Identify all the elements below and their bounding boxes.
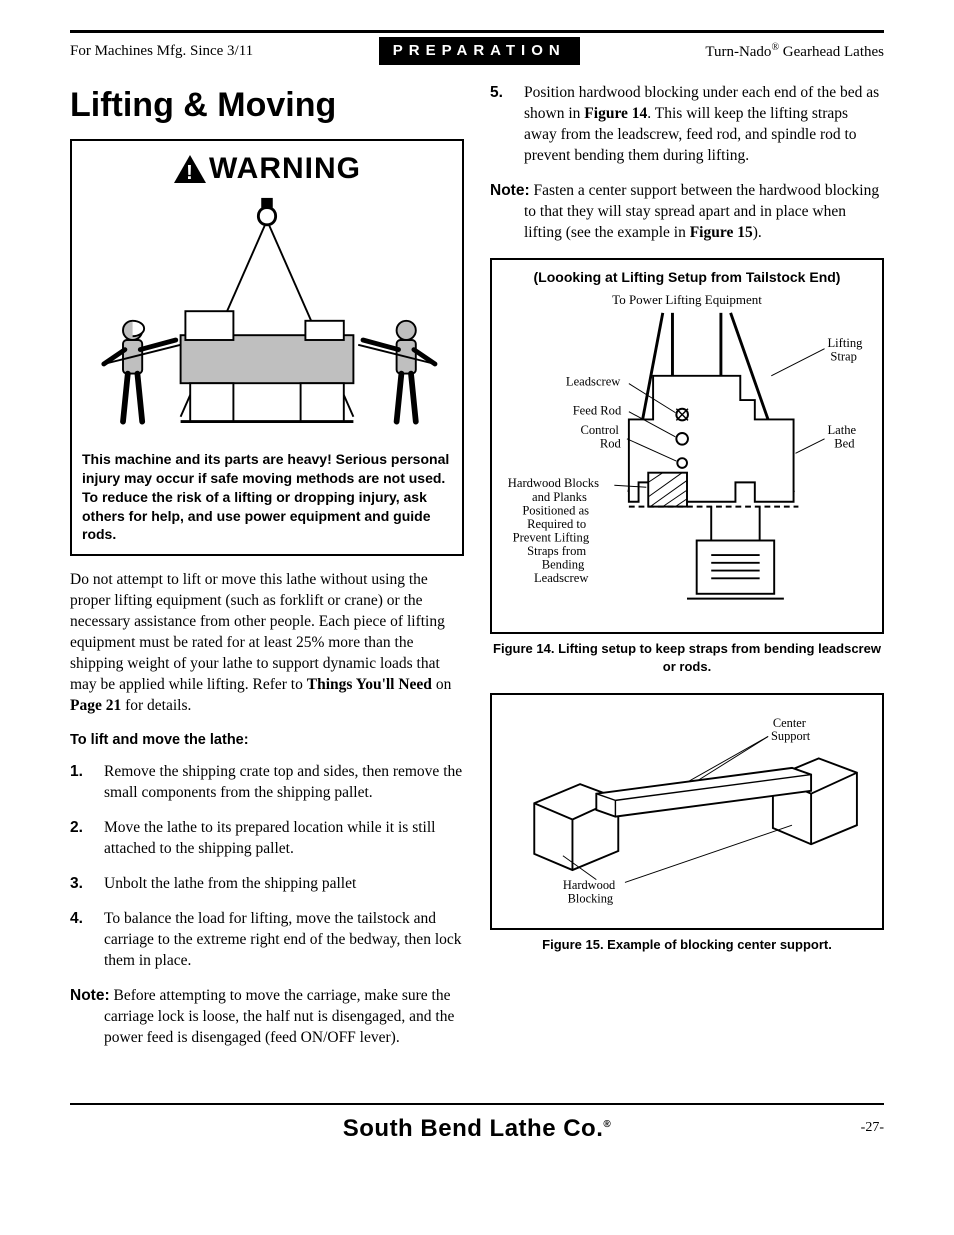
label-hardwood-blocks: Hardwood Blocks and Planks Positioned as… — [508, 476, 602, 585]
step-number: 2. — [70, 818, 104, 860]
step-number: 4. — [70, 909, 104, 972]
intro-text-c: on — [432, 676, 451, 693]
step-text: Remove the shipping crate top and sides,… — [104, 762, 464, 804]
figure-14-diagram: LiftingStrap LatheBed Leadscrew Feed Rod… — [500, 308, 874, 618]
warning-triangle-icon: ! — [173, 154, 207, 184]
label-lifting-strap: LiftingStrap — [827, 336, 863, 364]
step-2: 2.Move the lathe to its prepared locatio… — [70, 818, 464, 860]
figure-14-box: (Loooking at Lifting Setup from Tailstoc… — [490, 258, 884, 635]
figure-14-subtitle: To Power Lifting Equipment — [500, 291, 874, 309]
warning-word: WARNING — [209, 149, 361, 190]
intro-ref-things: Things You'll Need — [307, 676, 432, 693]
intro-paragraph: Do not attempt to lift or move this lath… — [70, 570, 464, 716]
step-5: 5. Position hardwood blocking under each… — [490, 83, 884, 167]
note-label: Note: — [490, 182, 530, 199]
steps-list: 1.Remove the shipping crate top and side… — [70, 762, 464, 971]
brand-name: South Bend Lathe Co. — [343, 1115, 604, 1142]
header-section-badge: PREPARATION — [379, 37, 580, 65]
step-text: To balance the load for lifting, move th… — [104, 909, 464, 972]
label-control-rod: ControlRod — [580, 423, 621, 451]
step-1: 1.Remove the shipping crate top and side… — [70, 762, 464, 804]
intro-ref-page: Page 21 — [70, 697, 121, 714]
figure-14-title: (Loooking at Lifting Setup from Tailstoc… — [500, 268, 874, 287]
page-footer: South Bend Lathe Co.® -27- — [70, 1103, 884, 1145]
page-title: Lifting & Moving — [70, 83, 464, 129]
figure-14-caption: Figure 14. Lifting setup to keep straps … — [490, 640, 884, 675]
steps-list-cont: 5. Position hardwood blocking under each… — [490, 83, 884, 167]
product-suffix: Gearhead Lathes — [779, 44, 884, 60]
footer-brand: South Bend Lathe Co.® — [343, 1113, 612, 1145]
left-column: Lifting & Moving ! WARNING — [70, 83, 464, 1062]
step-4: 4.To balance the load for lifting, move … — [70, 909, 464, 972]
two-column-layout: Lifting & Moving ! WARNING — [70, 83, 884, 1062]
step-text: Move the lathe to its prepared location … — [104, 818, 464, 860]
label-hardwood-blocking: HardwoodBlocking — [563, 879, 616, 906]
registered-mark: ® — [771, 42, 779, 53]
step-number: 1. — [70, 762, 104, 804]
right-column: 5. Position hardwood blocking under each… — [490, 83, 884, 1062]
svg-text:!: ! — [186, 162, 194, 184]
intro-text-a: Do not attempt to lift or move this lath… — [70, 571, 445, 693]
figure-15-caption: Figure 15. Example of blocking center su… — [490, 936, 884, 954]
intro-text-e: for details. — [121, 697, 191, 714]
product-name: Turn-Nado — [705, 44, 771, 60]
warning-heading: ! WARNING — [82, 149, 452, 190]
label-lathe-bed: LatheBed — [827, 423, 856, 451]
header-right: Turn-Nado® Gearhead Lathes — [705, 41, 884, 62]
note-text: Before attempting to move the carriage, … — [104, 987, 454, 1046]
label-leadscrew: Leadscrew — [566, 375, 621, 389]
step-number: 5. — [490, 83, 524, 167]
step5-figref: Figure 14 — [584, 105, 647, 122]
warning-illustration — [82, 196, 452, 436]
procedure-heading: To lift and move the lathe: — [70, 731, 464, 751]
label-center-support: CenterSupport — [771, 716, 811, 743]
note-label: Note: — [70, 987, 110, 1004]
note2-text-c: ). — [753, 224, 762, 241]
step-number: 3. — [70, 874, 104, 895]
page-number: -27- — [861, 1119, 884, 1138]
note-2: Note: Fasten a center support between th… — [490, 181, 884, 244]
header-bar: For Machines Mfg. Since 3/11 PREPARATION… — [70, 30, 884, 65]
figure-15-box: CenterSupport HardwoodBlocking — [490, 693, 884, 929]
figure-15-diagram: CenterSupport HardwoodBlocking — [500, 703, 874, 913]
brand-reg-mark: ® — [603, 1119, 611, 1130]
label-feed-rod: Feed Rod — [573, 404, 622, 418]
warning-text: This machine and its parts are heavy! Se… — [82, 450, 452, 544]
note2-figref: Figure 15 — [690, 224, 753, 241]
step-text: Unbolt the lathe from the shipping palle… — [104, 874, 464, 895]
warning-box: ! WARNING — [70, 139, 464, 556]
note-1: Note: Before attempting to move the carr… — [70, 986, 464, 1049]
header-left: For Machines Mfg. Since 3/11 — [70, 41, 253, 61]
step-3: 3.Unbolt the lathe from the shipping pal… — [70, 874, 464, 895]
step-text: Position hardwood blocking under each en… — [524, 83, 884, 167]
